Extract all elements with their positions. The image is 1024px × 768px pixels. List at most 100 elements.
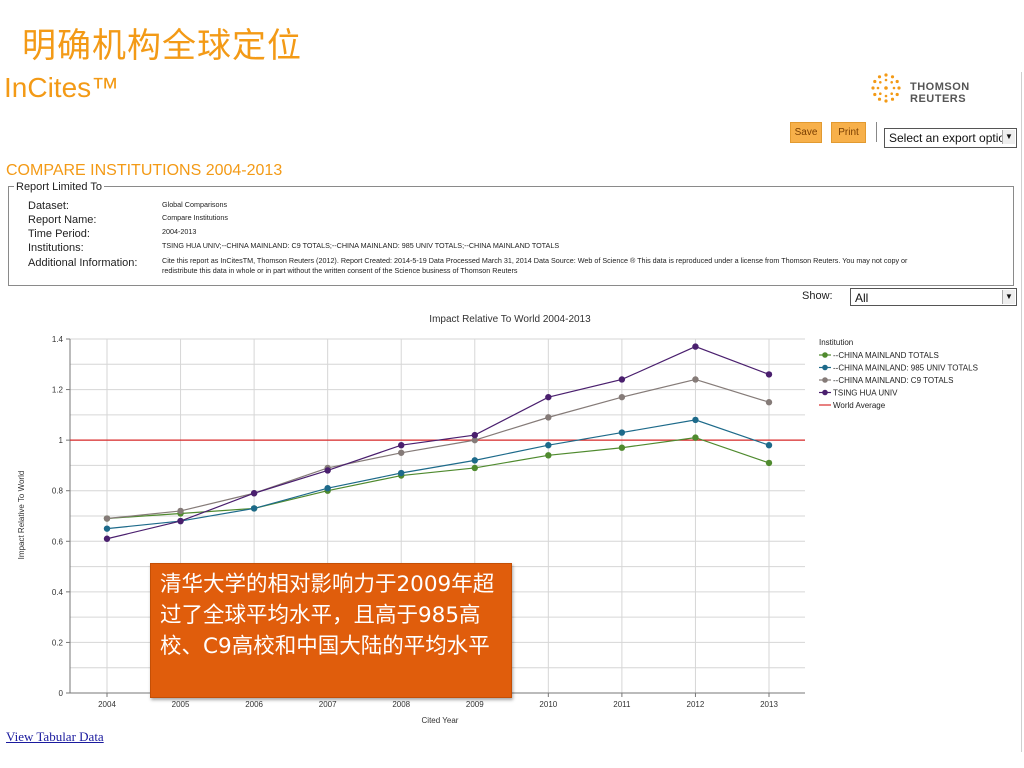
export-select[interactable]: Select an export option ▼ (884, 128, 1017, 148)
y-tick-label: 1.4 (52, 335, 64, 344)
data-point (765, 399, 773, 406)
legend-swatch-dot (822, 377, 828, 383)
data-point (765, 442, 773, 449)
y-tick-label: 0.8 (52, 487, 64, 496)
x-tick-label: 2005 (172, 700, 190, 709)
x-tick-label: 2007 (319, 700, 337, 709)
series-line-3 (106, 345, 770, 540)
series-line-2 (106, 378, 770, 520)
y-tick-label: 0.4 (52, 588, 64, 597)
x-tick-label: 2013 (760, 700, 778, 709)
chart-legend: Institution --CHINA MAINLAND TOTALS --CHIN… (819, 338, 978, 410)
legend-swatch-dot (822, 364, 828, 371)
save-button[interactable]: Save (790, 122, 822, 143)
institutions-label: Institutions: (28, 242, 84, 254)
data-point (398, 449, 405, 456)
data-point (765, 459, 773, 467)
data-point (103, 535, 111, 542)
data-point (692, 376, 699, 383)
export-select-value: Select an export option (889, 131, 1012, 145)
x-tick-label: 2008 (392, 700, 410, 709)
legend-swatch-dot (822, 352, 828, 358)
y-tick-label: 1.2 (52, 386, 64, 395)
data-point (471, 436, 478, 444)
incites-logo: InCites™ (4, 72, 120, 103)
series-line-0 (106, 437, 770, 520)
report-name-value: Compare Institutions (162, 213, 228, 222)
institutions-value: TSING HUA UNIV;--CHINA MAINLAND: C9 TOTA… (162, 241, 560, 250)
data-point (103, 525, 111, 532)
slide-title: 明确机构全球定位 (22, 26, 302, 66)
chart-series (70, 343, 805, 542)
data-point (692, 343, 699, 350)
data-point (618, 393, 626, 401)
report-name-label: Report Name: (28, 214, 97, 226)
series-line-1 (106, 419, 770, 530)
data-point (618, 376, 626, 383)
dataset-label: Dataset: (28, 200, 69, 212)
x-axis-label: Cited Year (422, 716, 459, 725)
data-point (618, 429, 626, 436)
data-point (471, 431, 478, 439)
page-edge-divider (1021, 72, 1022, 752)
chart-title: Impact Relative To World 2004-2013 (429, 314, 591, 325)
legend-title: Institution (819, 338, 853, 347)
x-tick-label: 2006 (245, 700, 263, 709)
data-point (398, 469, 405, 477)
data-point (765, 371, 773, 378)
data-point (177, 517, 184, 525)
company-name: THOMSON REUTERS (910, 81, 970, 105)
data-point (618, 444, 626, 451)
legend-entry: --CHINA MAINLAND: C9 TOTALS (833, 376, 953, 385)
y-tick-label: 0.6 (52, 537, 64, 546)
legend-entry: --CHINA MAINLAND TOTALS (833, 351, 939, 360)
data-point (250, 505, 258, 512)
print-button[interactable]: Print (831, 122, 866, 143)
data-point (545, 414, 552, 421)
annotation-callout: 清华大学的相对影响力于2009年超过了全球平均水平，且高于985高校、C9高校和… (150, 563, 512, 698)
data-point (471, 464, 478, 472)
data-point (398, 442, 405, 449)
toolbar-divider (876, 122, 877, 142)
data-point (103, 515, 111, 522)
data-point (324, 484, 331, 492)
show-select-value: All (855, 291, 869, 305)
y-tick-label: 1 (59, 436, 64, 445)
legend-entry: --CHINA MAINLAND: 985 UNIV TOTALS (833, 364, 978, 373)
report-section-title: COMPARE INSTITUTIONS 2004-2013 (6, 162, 283, 179)
data-point (250, 490, 258, 497)
time-period-label: Time Period: (28, 228, 90, 240)
legend-swatch-dot (822, 389, 828, 396)
x-tick-label: 2011 (613, 700, 631, 709)
y-tick-label: 0 (59, 689, 64, 698)
thomson-reuters-logo-icon (871, 73, 901, 103)
legend-entry: TSING HUA UNIV (833, 389, 898, 398)
view-tabular-data-link[interactable]: View Tabular Data (6, 729, 104, 744)
time-period-value: 2004-2013 (162, 227, 197, 236)
data-point (692, 434, 699, 441)
dataset-value: Global Comparisons (162, 200, 228, 209)
data-point (692, 416, 699, 424)
report-box-legend: Report Limited To (14, 181, 105, 193)
show-select[interactable]: All ▼ (850, 288, 1017, 306)
x-tick-label: 2009 (466, 700, 484, 709)
data-point (545, 452, 552, 459)
additional-info-value-line2: redistribute this data in whole or in pa… (162, 266, 518, 275)
report-info-box (8, 186, 1014, 286)
data-point (545, 393, 552, 401)
additional-info-label: Additional Information: (28, 257, 138, 269)
dropdown-arrow-icon: ▼ (1002, 130, 1015, 144)
legend-entry: World Average (833, 401, 886, 410)
data-point (545, 442, 552, 449)
y-axis-label: Impact Relative To World (17, 471, 26, 560)
dropdown-arrow-icon: ▼ (1002, 290, 1015, 304)
x-tick-label: 2010 (539, 700, 557, 709)
x-tick-label: 2012 (687, 700, 705, 709)
additional-info-value: Cite this report as InCitesTM, Thomson R… (162, 256, 908, 265)
data-point (471, 457, 478, 464)
x-tick-label: 2004 (98, 700, 116, 709)
data-point (177, 507, 184, 515)
show-label: Show: (802, 290, 833, 302)
y-tick-label: 0.2 (52, 638, 64, 647)
data-point (324, 467, 331, 474)
